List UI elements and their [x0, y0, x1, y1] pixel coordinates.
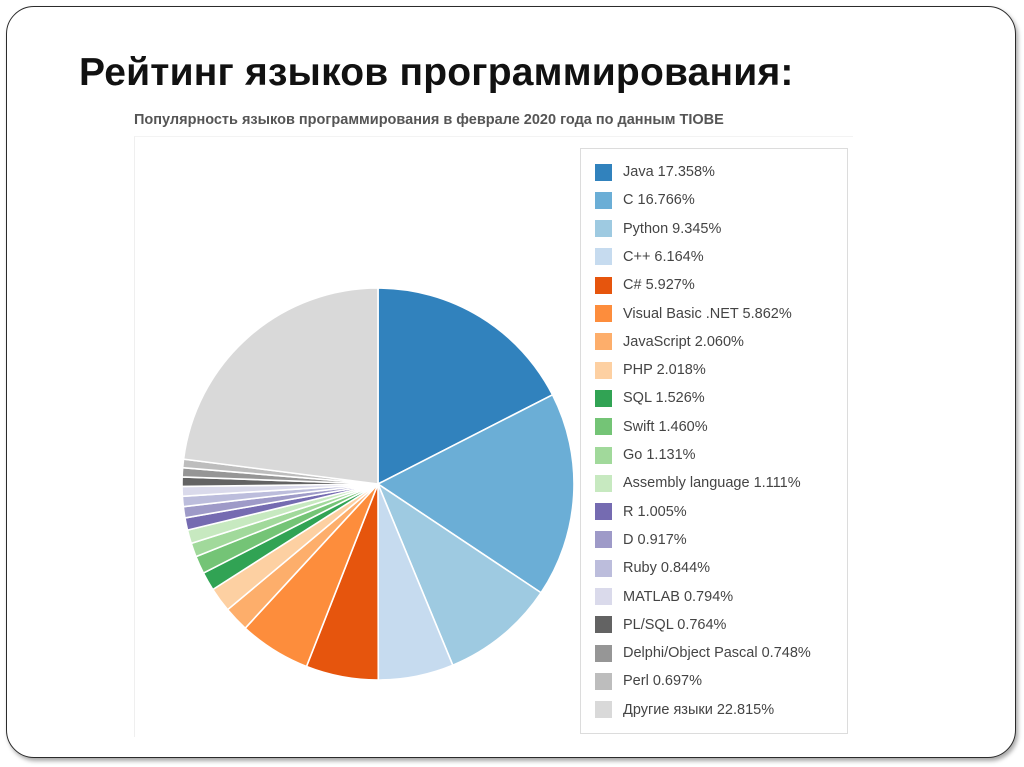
legend-label: JavaScript 2.060%	[623, 333, 744, 350]
legend-item: Java 17.358%	[595, 162, 715, 182]
legend-label: SQL 1.526%	[623, 390, 705, 407]
legend-item: R 1.005%	[595, 502, 687, 522]
legend-swatch	[595, 163, 612, 181]
legend-item: Другие языки 22.815%	[595, 700, 774, 720]
legend-label: D 0.917%	[623, 531, 687, 548]
legend-label: Go 1.131%	[623, 447, 696, 463]
legend-label: Visual Basic .NET 5.862%	[623, 305, 792, 322]
legend-swatch	[595, 389, 612, 407]
legend-item: C 16.766%	[595, 190, 695, 210]
legend-item: Delphi/Object Pascal 0.748%	[595, 643, 811, 663]
legend-swatch	[595, 531, 612, 549]
legend-swatch	[595, 446, 612, 464]
legend-label: Perl 0.697%	[623, 673, 702, 690]
legend-item: Perl 0.697%	[595, 671, 702, 691]
plot-frame	[134, 136, 853, 737]
legend-swatch	[595, 672, 612, 690]
pie-slice-python	[377, 483, 542, 666]
legend-swatch	[595, 333, 612, 351]
chart-title: Популярность языков программирования в ф…	[134, 112, 724, 128]
legend-swatch	[595, 701, 612, 719]
legend-label: Swift 1.460%	[623, 418, 708, 435]
legend-label: Delphi/Object Pascal 0.748%	[623, 645, 811, 662]
legend-item: JavaScript 2.060%	[595, 332, 744, 352]
legend-item: C++ 6.164%	[595, 247, 704, 267]
legend-item: PHP 2.018%	[595, 360, 706, 380]
legend-label: Ruby 0.844%	[623, 560, 711, 577]
legend-item: SQL 1.526%	[595, 388, 705, 408]
legend-swatch	[595, 361, 612, 379]
legend-swatch	[595, 474, 612, 492]
legend-label: R 1.005%	[623, 503, 687, 520]
legend-label: C# 5.927%	[623, 277, 695, 294]
legend-label: PL/SQL 0.764%	[623, 616, 727, 633]
legend-swatch	[595, 220, 612, 238]
legend-item: Python 9.345%	[595, 219, 721, 239]
legend-item: Assembly language 1.111%	[595, 473, 801, 493]
legend-label: PHP 2.018%	[623, 362, 706, 379]
legend-item: MATLAB 0.794%	[595, 587, 733, 607]
legend-label: Java 17.358%	[623, 164, 715, 180]
legend-swatch	[595, 191, 612, 209]
legend-label: MATLAB 0.794%	[623, 588, 734, 605]
pie-slice-java	[377, 287, 554, 485]
legend-swatch	[595, 248, 612, 266]
legend-item: PL/SQL 0.764%	[595, 615, 726, 635]
legend-item: Ruby 0.844%	[595, 558, 710, 578]
legend-swatch	[595, 588, 612, 605]
legend-item: Go 1.131%	[595, 445, 696, 465]
chart-legend: Java 17.358% C 16.766% Python 9.345% C++ 6.…	[580, 148, 848, 734]
legend-label: Assembly language 1.111%	[623, 475, 801, 492]
legend-swatch	[595, 418, 612, 436]
legend-label: Другие языки 22.815%	[623, 701, 775, 718]
legend-label: C 16.766%	[623, 192, 695, 209]
legend-label: C++ 6.164%	[623, 248, 704, 265]
legend-item: D 0.917%	[595, 530, 687, 550]
legend-label: Python 9.345%	[623, 220, 722, 237]
slide-title: Рейтинг языков программирования:	[79, 51, 794, 94]
legend-swatch	[595, 503, 612, 521]
legend-swatch	[595, 305, 612, 322]
legend-swatch	[595, 559, 612, 577]
legend-swatch	[595, 616, 612, 634]
legend-swatch	[595, 276, 612, 294]
pie-slice-другие-языки	[182, 287, 379, 485]
legend-swatch	[595, 644, 612, 662]
pie-slice-c	[377, 393, 575, 594]
legend-item: Visual Basic .NET 5.862%	[595, 304, 792, 324]
legend-item: Swift 1.460%	[595, 417, 708, 437]
legend-item: C# 5.927%	[595, 275, 695, 295]
